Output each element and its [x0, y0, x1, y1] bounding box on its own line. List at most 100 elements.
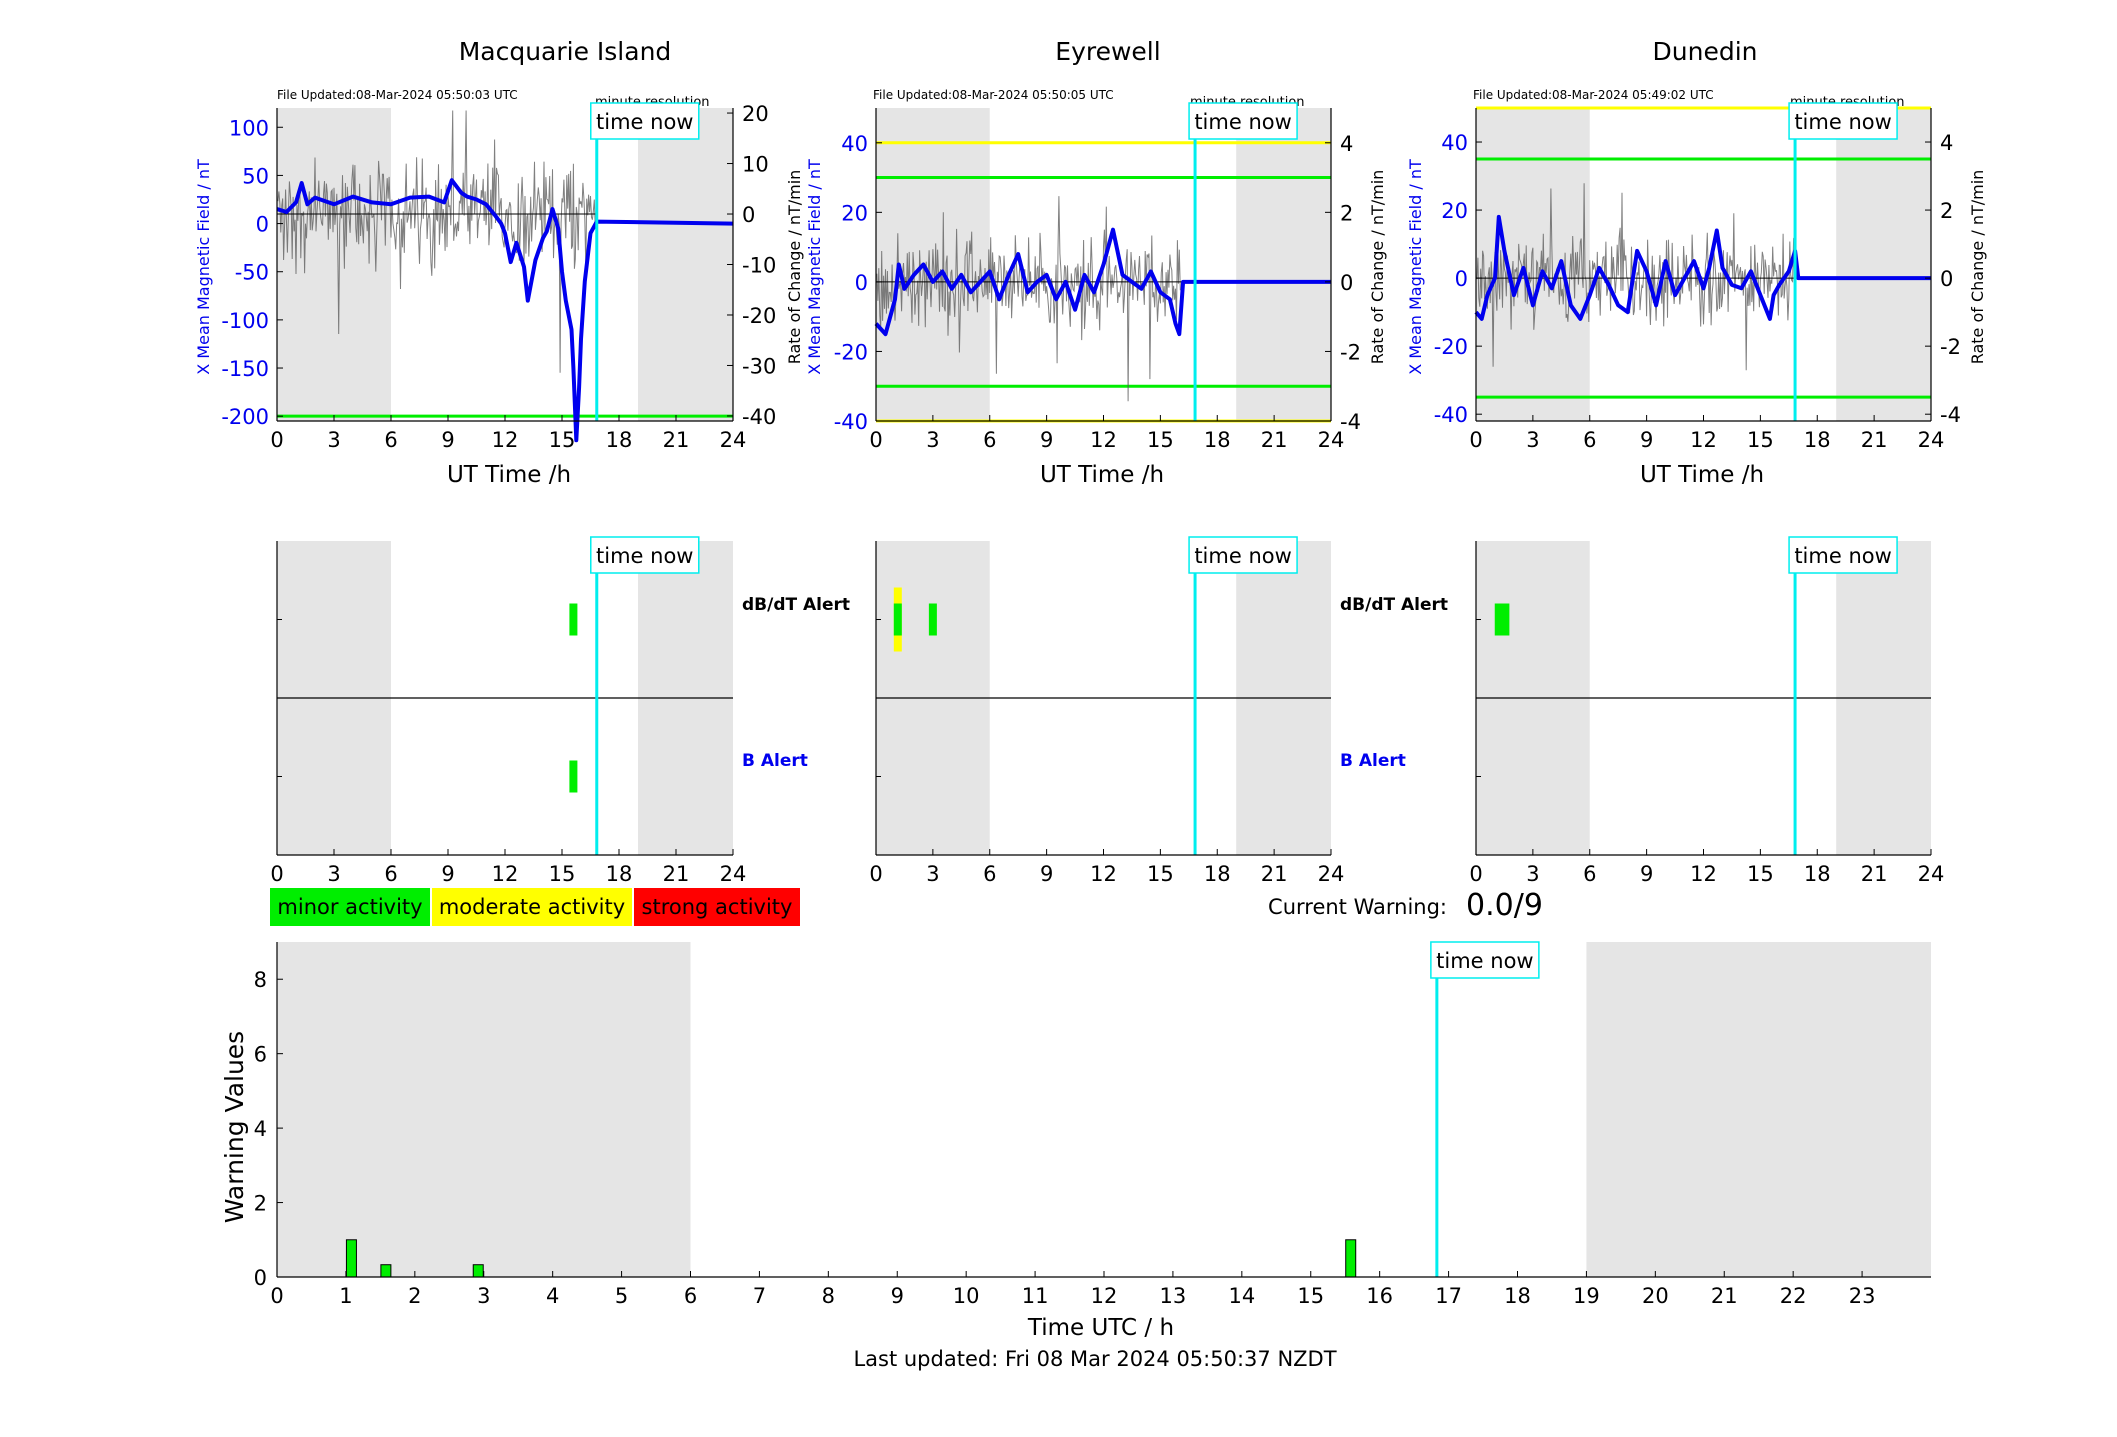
x-tick-label: 21	[1261, 862, 1288, 886]
file-updated-macquarie: File Updated:08-Mar-2024 05:50:03 UTC	[277, 88, 518, 102]
x-tick-label: 21	[663, 862, 690, 886]
y-tick-label: -20	[834, 340, 868, 364]
x-tick-label: 13	[1160, 1284, 1187, 1308]
x-tick-label: 9	[1040, 428, 1053, 452]
y2-tick-label: -40	[742, 405, 776, 429]
x-tick-label: 15	[1747, 428, 1774, 452]
y-tick-label: -20	[1434, 335, 1468, 359]
y2-tick-label: -2	[1340, 340, 1361, 364]
file-updated-eyrewell: File Updated:08-Mar-2024 05:50:05 UTC	[873, 88, 1114, 102]
magnetic-field-line	[1474, 214, 1931, 321]
x-tick-label: 9	[1640, 862, 1653, 886]
x-tick-label: 11	[1022, 1284, 1049, 1308]
x-tick-label: 16	[1366, 1284, 1393, 1308]
time-now-box	[1788, 102, 1898, 140]
time-now-box	[1788, 536, 1898, 574]
magnetic-field-line	[874, 227, 1331, 337]
x-tick-label: 6	[684, 1284, 697, 1308]
x-tick-label: 0	[270, 428, 283, 452]
activity-legend: minor activity moderate activity strong …	[270, 888, 800, 926]
x-tick-label: 18	[1504, 1284, 1531, 1308]
xlabel-eyrewell: UT Time /h	[1040, 462, 1164, 488]
warning-bar	[380, 1264, 392, 1278]
y2-tick-label: 0	[1340, 271, 1353, 295]
x-tick-label: 18	[1204, 862, 1231, 886]
x-tick-label: 15	[549, 862, 576, 886]
x-tick-label: 2	[408, 1284, 421, 1308]
x-tick-label: 9	[891, 1284, 904, 1308]
file-updated-dunedin: File Updated:08-Mar-2024 05:49:02 UTC	[1473, 88, 1714, 102]
x-tick-label: 7	[753, 1284, 766, 1308]
time-now-box	[1188, 102, 1298, 140]
y2-tick-label: 0	[1940, 267, 1953, 291]
night-shade	[1836, 108, 1931, 421]
time-now-label: time now	[1794, 544, 1891, 568]
legend-moderate-swatch	[432, 888, 632, 926]
x-tick-label: 21	[1861, 862, 1888, 886]
x-tick-label: 8	[822, 1284, 835, 1308]
dbdt-alert-marker	[1501, 603, 1510, 636]
x-tick-label: 6	[1583, 862, 1596, 886]
x-tick-label: 4	[546, 1284, 559, 1308]
y2-tick-label: 4	[1940, 131, 1953, 155]
b-alert-label-1: B Alert	[742, 751, 808, 771]
x-tick-label: 21	[1261, 428, 1288, 452]
y-tick-label: 100	[229, 116, 269, 140]
y-tick-label: 40	[841, 132, 868, 156]
x-tick-label: 3	[477, 1284, 490, 1308]
x-tick-label: 6	[1583, 428, 1596, 452]
x-tick-label: 12	[492, 428, 519, 452]
dbdt-alert-marker	[569, 603, 578, 636]
night-shade	[1236, 108, 1331, 421]
y2-tick-label: 4	[1340, 132, 1353, 156]
y-tick-label: 4	[254, 1117, 267, 1141]
warning-xlabel: Time UTC / h	[1027, 1315, 1174, 1341]
last-updated-footer: Last updated: Fri 08 Mar 2024 05:50:37 N…	[853, 1347, 1336, 1371]
x-tick-label: 0	[270, 1284, 283, 1308]
x-tick-label: 15	[1147, 862, 1174, 886]
ylabel-right-dunedin: Rate of Change / nT/min	[1968, 170, 1987, 365]
x-tick-label: 9	[441, 428, 454, 452]
x-tick-label: 1	[339, 1284, 352, 1308]
x-tick-label: 0	[869, 862, 882, 886]
x-tick-label: 18	[1804, 862, 1831, 886]
station-title-eyrewell: Eyrewell	[1055, 37, 1160, 66]
x-tick-label: 18	[606, 428, 633, 452]
y-tick-label: 40	[1441, 131, 1468, 155]
x-tick-label: 20	[1642, 1284, 1669, 1308]
y2-tick-label: -4	[1340, 410, 1361, 434]
x-tick-label: 0	[1469, 862, 1482, 886]
x-tick-label: 21	[1861, 428, 1888, 452]
legend-strong-label: strong activity	[642, 895, 793, 919]
station-title-dunedin: Dunedin	[1653, 37, 1758, 66]
x-tick-label: 24	[1918, 428, 1945, 452]
x-tick-label: 3	[926, 428, 939, 452]
night-shade	[277, 108, 391, 421]
time-now-box	[590, 536, 700, 574]
x-tick-label: 19	[1573, 1284, 1600, 1308]
alert-plot-macquarie: time now 0 3 6 9 12 15 18 21 24	[270, 536, 747, 886]
x-tick-label: 18	[1804, 428, 1831, 452]
y2-tick-label: 0	[742, 203, 755, 227]
x-tick-label: 3	[327, 428, 340, 452]
y-tick-label: 50	[242, 164, 269, 188]
y-tick-label: 6	[254, 1043, 267, 1067]
x-tick-label: 15	[1747, 862, 1774, 886]
x-tick-label: 24	[1318, 862, 1345, 886]
x-tick-label: 3	[327, 862, 340, 886]
x-tick-label: 9	[1640, 428, 1653, 452]
y-tick-label: 8	[254, 968, 267, 992]
x-tick-label: 9	[1040, 862, 1053, 886]
x-tick-label: 24	[720, 862, 747, 886]
x-tick-label: 3	[1526, 862, 1539, 886]
y-tick-label: 0	[254, 1266, 267, 1290]
y-tick-label: 0	[1455, 267, 1468, 291]
night-shade	[277, 942, 691, 1277]
x-tick-label: 10	[953, 1284, 980, 1308]
legend-minor-label: minor activity	[277, 895, 422, 919]
x-tick-label: 5	[615, 1284, 628, 1308]
x-tick-label: 21	[1711, 1284, 1738, 1308]
